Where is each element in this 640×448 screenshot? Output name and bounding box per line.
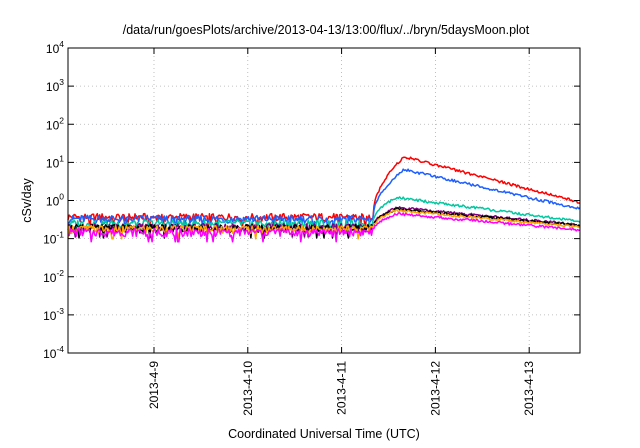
- x-tick-label: 2013-4-13: [522, 361, 536, 416]
- x-tick-label: 2013-4-12: [428, 361, 442, 416]
- y-axis-label: cSv/day: [20, 178, 34, 223]
- x-tick-label: 2013-4-11: [335, 361, 349, 415]
- y-tick-label: 10-3: [43, 306, 64, 323]
- series-group: [67, 156, 581, 243]
- series-line: [67, 212, 581, 243]
- y-tick-label: 102: [46, 115, 64, 132]
- x-tick-label: 2013-4-9: [147, 361, 161, 409]
- y-tick-label: 100: [46, 192, 64, 209]
- y-tick-label: 10-4: [43, 344, 64, 361]
- x-axis-label: Coordinated Universal Time (UTC): [228, 427, 420, 441]
- grid: [68, 48, 580, 353]
- axis-ticks: 10-4 10-3 10-2 10-1 100 101 102 103 104 2013-4-9 2…: [43, 39, 580, 416]
- series-line: [67, 168, 581, 230]
- chart-title: /data/run/goesPlots/archive/2013-04-13/1…: [123, 23, 530, 37]
- y-tick-label: 103: [46, 77, 64, 94]
- y-tick-label: 104: [46, 39, 64, 56]
- y-tick-label: 101: [46, 153, 64, 170]
- series-line: [67, 156, 581, 228]
- x-tick-label: 2013-4-10: [241, 361, 255, 416]
- y-tick-label: 10-1: [43, 230, 64, 247]
- y-tick-label: 10-2: [43, 268, 64, 285]
